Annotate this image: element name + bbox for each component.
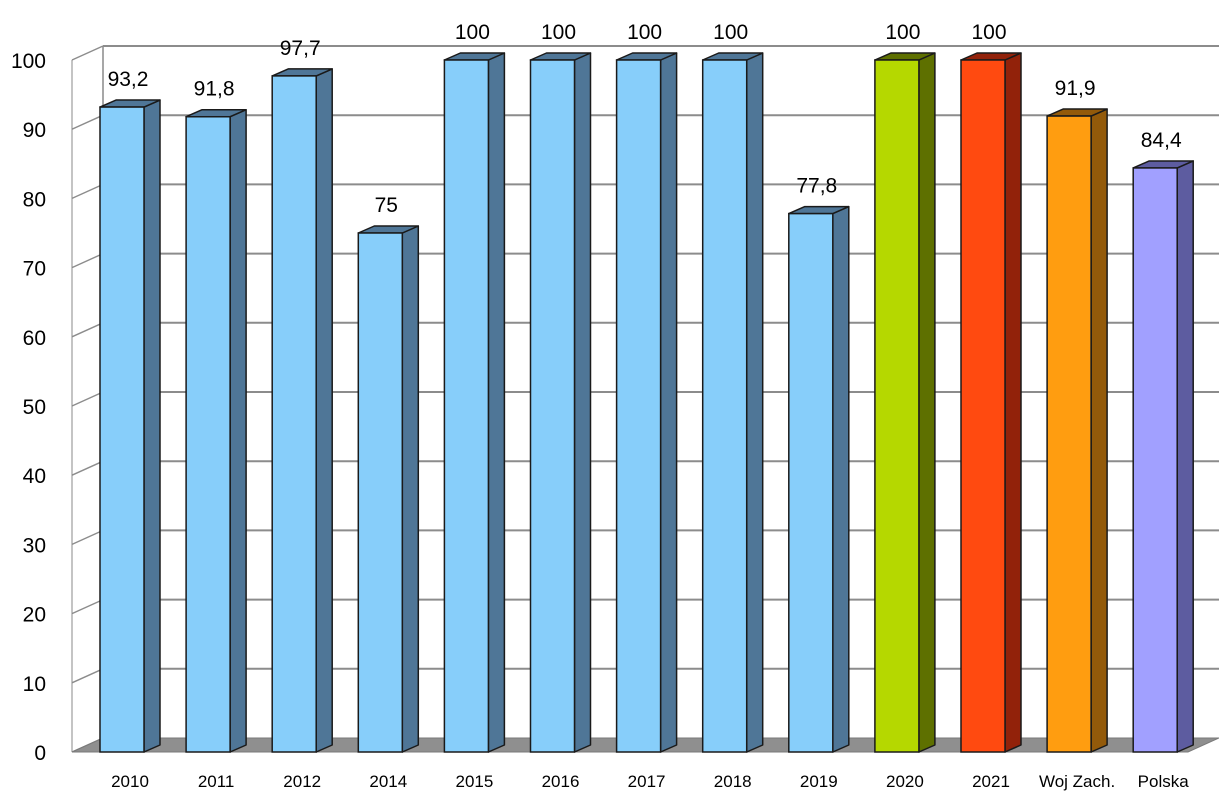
data-label: 93,2 (108, 68, 149, 91)
data-label: 91,9 (1055, 77, 1096, 100)
gridline-side-2 (71, 598, 104, 615)
x-axis-category-labels: 2010 2011 2012 2014 2015 2016 2017 2018 2019 2020… (111, 772, 1189, 791)
bar-front-face (874, 59, 920, 753)
y-tick-label: 0 (34, 742, 46, 765)
gridline-side-1 (71, 668, 104, 684)
category-label: 2011 (198, 772, 235, 791)
bar-front-face (701, 59, 748, 753)
data-label: 100 (627, 21, 662, 44)
gridline-side-7 (71, 252, 104, 269)
bar-side-face (918, 52, 936, 753)
bar-2020 (874, 52, 936, 753)
bar-front-face (960, 59, 1006, 753)
bar-2011 (185, 108, 247, 753)
y-tick-label: 20 (23, 604, 46, 627)
y-tick-label: 70 (23, 258, 46, 281)
bar-front-face (1046, 115, 1092, 753)
data-label: 100 (713, 21, 748, 44)
bar-front-face (99, 106, 145, 753)
bar-front-face (357, 232, 404, 753)
bar-side-face (229, 108, 247, 753)
bar-side-face (143, 99, 161, 753)
y-tick-label: 60 (23, 327, 46, 350)
bar-side-face (401, 225, 420, 753)
bars (99, 52, 1194, 753)
bar-2014 (357, 225, 420, 753)
bar-2015 (443, 52, 506, 753)
bar-woj-zach- (1046, 108, 1108, 753)
y-tick-label: 40 (23, 465, 46, 488)
category-label: 2015 (455, 772, 493, 791)
bar-side-face (487, 52, 506, 753)
bar-2017 (615, 52, 678, 753)
gridline-side-4 (71, 460, 104, 476)
bar-side-face (745, 52, 764, 753)
gridline-side-9 (71, 114, 104, 130)
y-tick-label: 10 (23, 673, 46, 696)
bar-polska (1132, 160, 1194, 753)
bar-side-face (1176, 160, 1194, 753)
data-label: 75 (375, 194, 398, 217)
y-tick-label: 50 (23, 396, 46, 419)
category-label: 2021 (972, 772, 1010, 791)
y-tick-label: 30 (23, 534, 46, 557)
bar-front-face (615, 59, 662, 753)
data-label: 100 (971, 21, 1006, 44)
category-label: Woj Zach. (1039, 772, 1115, 791)
gridline-side-3 (71, 529, 104, 546)
data-label: 91,8 (194, 78, 235, 101)
data-label: 100 (885, 21, 920, 44)
data-label: 97,7 (280, 37, 321, 60)
gridline-side-8 (71, 183, 104, 200)
bar-side-face (1090, 108, 1108, 753)
bar-front-face (788, 212, 834, 753)
y-axis-tick-labels: 0 10 20 30 40 50 60 70 80 90 100 (11, 50, 46, 765)
bar-front-face (1132, 167, 1178, 753)
bar-front-face (271, 75, 317, 753)
category-label: 2016 (542, 772, 580, 791)
bar-2012 (271, 68, 333, 753)
bar-side-face (315, 68, 333, 753)
data-label: 100 (455, 21, 490, 44)
bar-2016 (529, 52, 592, 753)
y-tick-label: 100 (11, 50, 46, 73)
bar-front-face (443, 59, 490, 753)
gridline-side-5 (71, 391, 104, 407)
bar-side-face (832, 205, 850, 753)
data-label: 100 (541, 21, 576, 44)
data-label: 84,4 (1141, 129, 1182, 152)
bar-side-face (573, 52, 592, 753)
bar-2018 (701, 52, 764, 753)
category-label: 2017 (628, 772, 666, 791)
data-label: 77,8 (796, 175, 837, 198)
y-tick-label: 90 (23, 119, 46, 142)
bar-front-face (529, 59, 576, 753)
category-label: 2019 (800, 772, 838, 791)
bar-side-face (1004, 52, 1022, 753)
category-label: 2012 (283, 772, 321, 791)
category-label: 2018 (714, 772, 752, 791)
bar-2021 (960, 52, 1022, 753)
gridline-side-10 (71, 45, 104, 61)
category-label: 2010 (111, 772, 149, 791)
data-labels: 93,2 91,8 97,7 75 100 100 100 100 77,8 100 100 91,9… (108, 21, 1182, 217)
category-label: 2020 (886, 772, 924, 791)
bar-2019 (788, 205, 850, 753)
gridline-side-6 (71, 322, 104, 338)
bar-side-face (659, 52, 678, 753)
y-tick-label: 80 (23, 188, 46, 211)
category-label: 2014 (369, 772, 407, 791)
bar-front-face (185, 115, 231, 753)
category-label: Polska (1138, 772, 1190, 791)
bar-2010 (99, 99, 161, 753)
